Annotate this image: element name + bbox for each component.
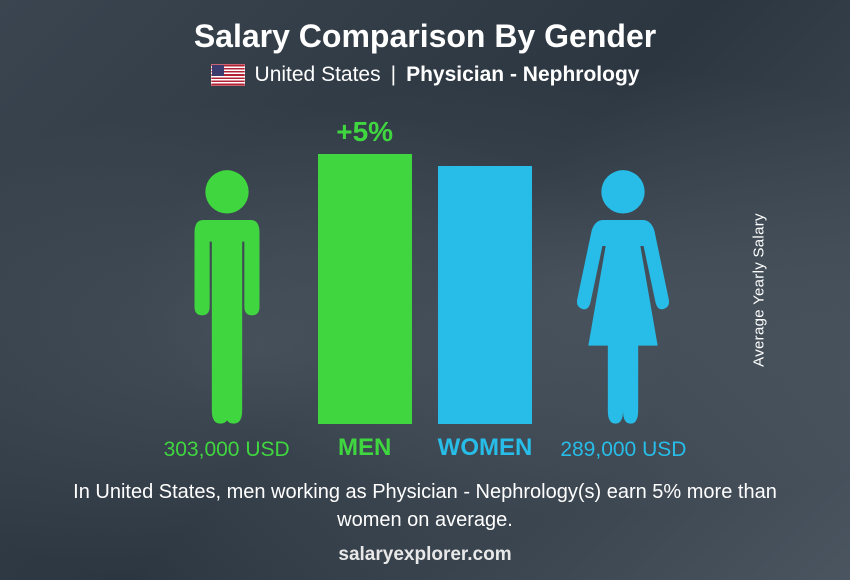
caption-text: In United States, men working as Physici… [65, 478, 785, 534]
men-salary-value: 303,000 USD [164, 438, 290, 462]
center-bars: +5% MEN WOMEN [318, 101, 533, 462]
pct-diff-label: +5% [336, 116, 393, 148]
men-bar-label: MEN [338, 434, 391, 462]
y-axis-label: Average Yearly Salary [751, 213, 768, 367]
role-label: Physician - Nephrology [406, 63, 639, 87]
us-flag-icon [211, 64, 245, 86]
page-title: Salary Comparison By Gender [194, 18, 656, 55]
men-bar-col: +5% MEN [318, 101, 412, 462]
women-bar-col: WOMEN [438, 101, 533, 462]
female-person-icon [568, 168, 678, 428]
men-bar [318, 154, 412, 424]
footer-source: salaryexplorer.com [338, 544, 511, 566]
men-group: 303,000 USD [164, 168, 290, 462]
male-person-icon [172, 168, 282, 428]
women-group: 289,000 USD [560, 168, 686, 462]
women-bar [438, 166, 532, 424]
separator: | [391, 63, 396, 87]
chart-area: 303,000 USD +5% MEN WOMEN 289,000 USD [40, 101, 810, 472]
country-label: United States [255, 63, 381, 87]
women-bar-label: WOMEN [438, 434, 533, 462]
women-salary-value: 289,000 USD [560, 438, 686, 462]
subtitle-row: United States | Physician - Nephrology [211, 63, 640, 87]
